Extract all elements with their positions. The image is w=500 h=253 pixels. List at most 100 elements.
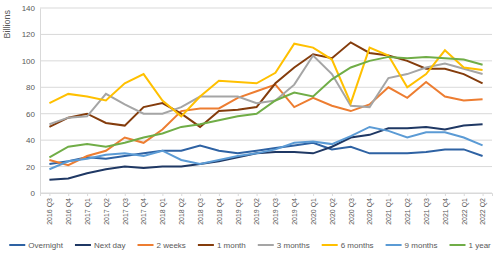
x-tick: 2019 Q1 [234, 193, 242, 225]
series-line [49, 57, 482, 157]
x-tick-mark [332, 193, 333, 196]
x-tick-label: 2019 Q1 [234, 198, 242, 225]
x-tick-mark [144, 193, 145, 196]
y-tick: 40 [26, 136, 40, 145]
x-tick-mark [257, 193, 258, 196]
series-line [49, 44, 482, 117]
x-tick: 2020 Q4 [366, 193, 374, 225]
legend-label: 3 months [277, 241, 310, 250]
legend-swatch [75, 244, 91, 246]
x-tick: 2021 Q2 [404, 193, 412, 225]
y-tick-label: 100 [22, 57, 36, 66]
legend: OvernightNext day2 weeks1 month3 months6… [9, 241, 491, 250]
x-tick-mark [200, 193, 201, 196]
y-tick-label: 80 [26, 83, 35, 92]
x-tick-mark [351, 193, 352, 196]
x-tick: 2018 Q2 [178, 193, 186, 225]
x-tick-label: 2020 Q4 [366, 198, 374, 225]
y-tick: 140 [22, 4, 40, 13]
x-tick: 2017 Q2 [103, 193, 111, 225]
x-tick-mark [445, 193, 446, 196]
x-tick-label: 2022 Q2 [479, 198, 487, 225]
y-tick-label: 0 [31, 189, 36, 198]
y-tick-label: 60 [26, 110, 35, 119]
x-tick-label: 2017 Q4 [140, 198, 148, 225]
y-tick: 120 [22, 30, 40, 39]
x-tick: 2020 Q1 [310, 193, 318, 225]
x-tick-mark [49, 193, 50, 196]
grid-line [40, 60, 492, 61]
legend-item: 9 months [386, 241, 438, 250]
x-tick: 2019 Q2 [253, 193, 261, 225]
x-axis: 2016 Q32016 Q42017 Q12017 Q22017 Q32017 … [41, 193, 493, 225]
x-tick: 2017 Q1 [84, 193, 92, 225]
legend-swatch [258, 244, 274, 246]
grid-line [40, 113, 492, 114]
x-tick: 2021 Q1 [385, 193, 393, 225]
x-tick: 2022 Q1 [460, 193, 468, 225]
y-tick: 60 [26, 110, 40, 119]
x-tick-mark [87, 193, 88, 196]
x-tick: 2020 Q3 [347, 193, 355, 225]
series-line [49, 56, 482, 125]
x-tick: 2018 Q4 [216, 193, 224, 225]
x-tick-label: 2017 Q1 [84, 198, 92, 225]
x-tick-label: 2017 Q3 [121, 198, 129, 225]
legend-item: Next day [75, 241, 126, 250]
x-tick-label: 2019 Q2 [253, 198, 261, 225]
x-tick: 2017 Q3 [121, 193, 129, 225]
y-tick-label: 40 [26, 136, 35, 145]
x-tick-label: 2019 Q3 [272, 198, 280, 225]
legend-label: 6 months [341, 241, 374, 250]
x-tick: 2020 Q2 [329, 193, 337, 225]
series-line [49, 42, 482, 127]
legend-swatch [322, 244, 338, 246]
x-tick: 2016 Q4 [65, 193, 73, 225]
x-tick-mark [275, 193, 276, 196]
x-tick-mark [483, 193, 484, 196]
chart: 0204060801001201402016 Q32016 Q42017 Q12… [0, 0, 500, 253]
x-tick: 2017 Q4 [140, 193, 148, 225]
y-tick: 0 [31, 189, 40, 198]
legend-label: 2 weeks [157, 241, 186, 250]
legend-swatch [138, 244, 154, 246]
series-line [49, 127, 482, 169]
x-tick-mark [125, 193, 126, 196]
legend-swatch [450, 244, 466, 246]
legend-label: 9 months [405, 241, 438, 250]
x-tick-mark [407, 193, 408, 196]
y-tick-label: 20 [26, 163, 35, 172]
x-tick-mark [68, 193, 69, 196]
legend-item: 1 month [198, 241, 246, 250]
x-tick-label: 2018 Q1 [159, 198, 167, 225]
legend-label: 1 month [217, 241, 246, 250]
y-tick-label: 140 [22, 4, 36, 13]
x-tick-label: 2020 Q3 [347, 198, 355, 225]
series-line [49, 124, 482, 179]
y-axis-line [40, 9, 41, 194]
x-tick-mark [181, 193, 182, 196]
legend-label: 1 year [469, 241, 492, 250]
x-tick: 2021 Q4 [442, 193, 450, 225]
x-tick-mark [106, 193, 107, 196]
x-tick-label: 2021 Q2 [404, 198, 412, 225]
x-axis-line [41, 194, 493, 197]
legend-item: 1 year [450, 241, 492, 250]
x-tick-mark [238, 193, 239, 196]
grid [40, 8, 492, 193]
lines [49, 42, 482, 179]
x-tick-label: 2018 Q3 [197, 198, 205, 225]
x-tick-label: 2017 Q2 [103, 198, 111, 225]
x-tick: 2018 Q1 [159, 193, 167, 225]
x-tick-label: 2022 Q1 [460, 198, 468, 225]
x-tick-mark [294, 193, 295, 196]
grid-line [40, 34, 492, 35]
legend-swatch [9, 244, 25, 246]
legend-item: 3 months [258, 241, 310, 250]
grid-line [40, 166, 492, 167]
x-tick-label: 2016 Q4 [65, 198, 73, 225]
grid-line [40, 8, 492, 9]
x-tick-mark [388, 193, 389, 196]
y-tick: 20 [26, 163, 40, 172]
legend-item: 2 weeks [138, 241, 186, 250]
